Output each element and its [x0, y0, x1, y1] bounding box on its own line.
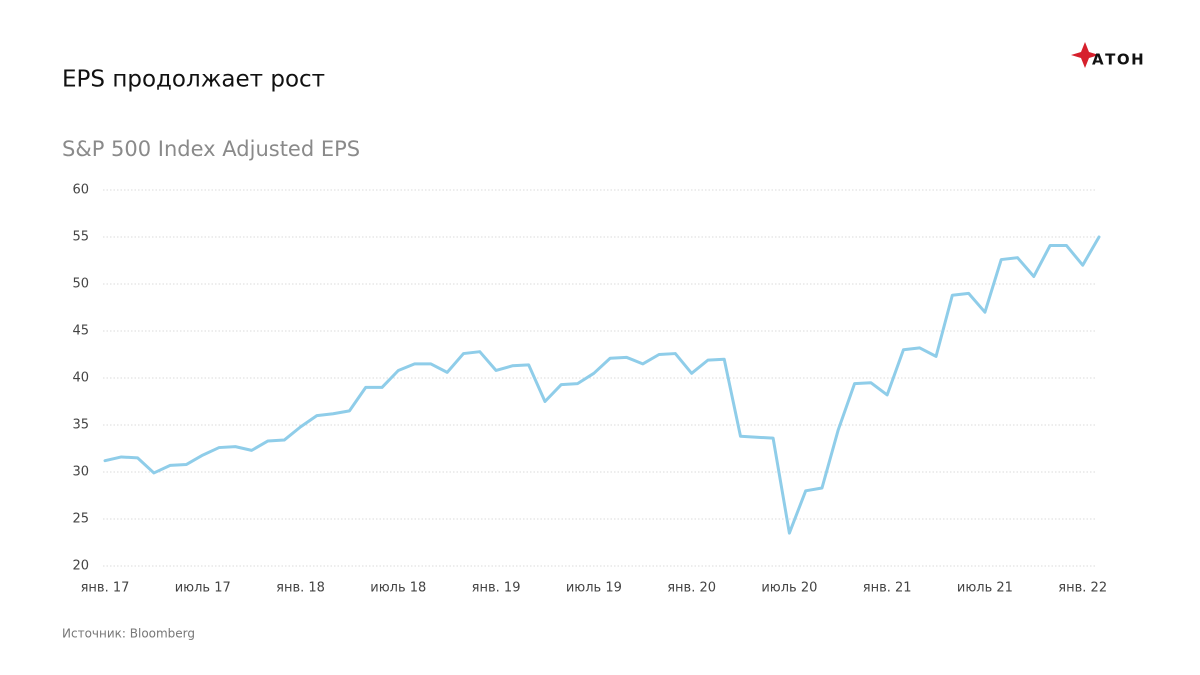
y-tick-label: 25	[72, 512, 89, 527]
x-tick-label: янв. 21	[863, 581, 912, 596]
x-tick-label: июль 21	[957, 581, 1013, 596]
y-tick-label: 50	[72, 277, 89, 292]
y-tick-label: 30	[72, 465, 89, 480]
logo: АТОН	[1071, 42, 1145, 69]
y-tick-label: 55	[72, 230, 89, 245]
x-tick-label: янв. 18	[276, 581, 325, 596]
x-tick-label: июль 19	[566, 581, 622, 596]
source-note: Источник: Bloomberg	[62, 627, 195, 641]
page-title: EPS продолжает рост	[62, 67, 325, 93]
logo-mark	[1071, 42, 1099, 68]
y-tick-label: 60	[72, 183, 89, 198]
x-tick-label: июль 17	[175, 581, 231, 596]
data-line	[103, 235, 1101, 535]
x-tick-label: июль 20	[761, 581, 817, 596]
x-tick-label: янв. 17	[81, 581, 130, 596]
chart-title: S&P 500 Index Adjusted EPS	[62, 137, 360, 161]
x-tick-label: янв. 19	[472, 581, 521, 596]
y-tick-label: 40	[72, 371, 89, 386]
x-tick-label: янв. 22	[1058, 581, 1107, 596]
y-tick-label: 35	[72, 418, 89, 433]
logo-text: АТОН	[1092, 51, 1145, 69]
y-tick-label: 20	[72, 559, 89, 574]
x-tick-label: янв. 20	[667, 581, 716, 596]
y-tick-label: 45	[72, 324, 89, 339]
x-tick-label: июль 18	[370, 581, 426, 596]
